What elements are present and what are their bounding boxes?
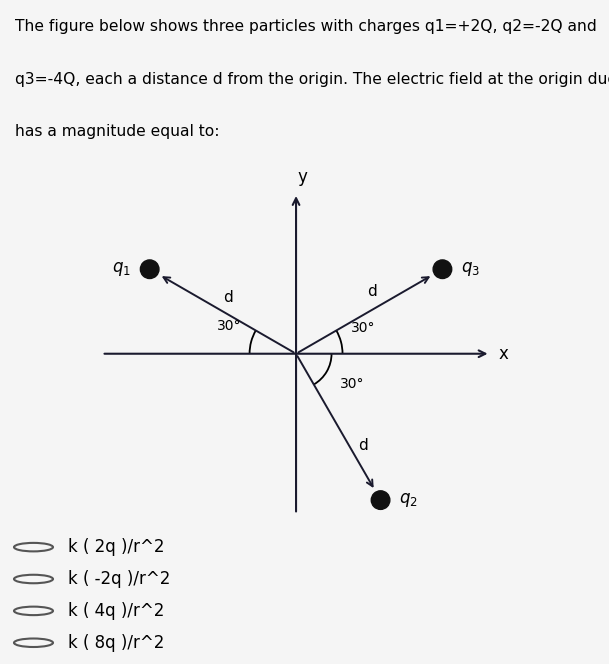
Text: d: d — [357, 438, 367, 454]
Circle shape — [141, 260, 159, 278]
Text: The figure below shows three particles with charges q1=+2Q, q2=-2Q and: The figure below shows three particles w… — [15, 19, 597, 34]
Text: y: y — [298, 169, 308, 187]
Circle shape — [433, 260, 452, 278]
Text: k ( 4q )/r^2: k ( 4q )/r^2 — [68, 602, 164, 620]
Text: $q_2$: $q_2$ — [399, 491, 418, 509]
Text: 30°: 30° — [351, 321, 376, 335]
Circle shape — [371, 491, 390, 509]
Text: q3=-4Q, each a distance d from the origin. The electric field at the origin due : q3=-4Q, each a distance d from the origi… — [15, 72, 609, 87]
Text: $q_3$: $q_3$ — [461, 260, 480, 278]
Text: $q_1$: $q_1$ — [112, 260, 131, 278]
Text: has a magnitude equal to:: has a magnitude equal to: — [15, 124, 220, 139]
Text: k ( -2q )/r^2: k ( -2q )/r^2 — [68, 570, 171, 588]
Text: k ( 8q )/r^2: k ( 8q )/r^2 — [68, 633, 164, 652]
Text: x: x — [499, 345, 509, 363]
Text: d: d — [224, 290, 233, 305]
Text: 30°: 30° — [217, 319, 241, 333]
Text: k ( 2q )/r^2: k ( 2q )/r^2 — [68, 538, 164, 556]
Text: d: d — [367, 284, 377, 299]
Text: 30°: 30° — [340, 377, 365, 391]
